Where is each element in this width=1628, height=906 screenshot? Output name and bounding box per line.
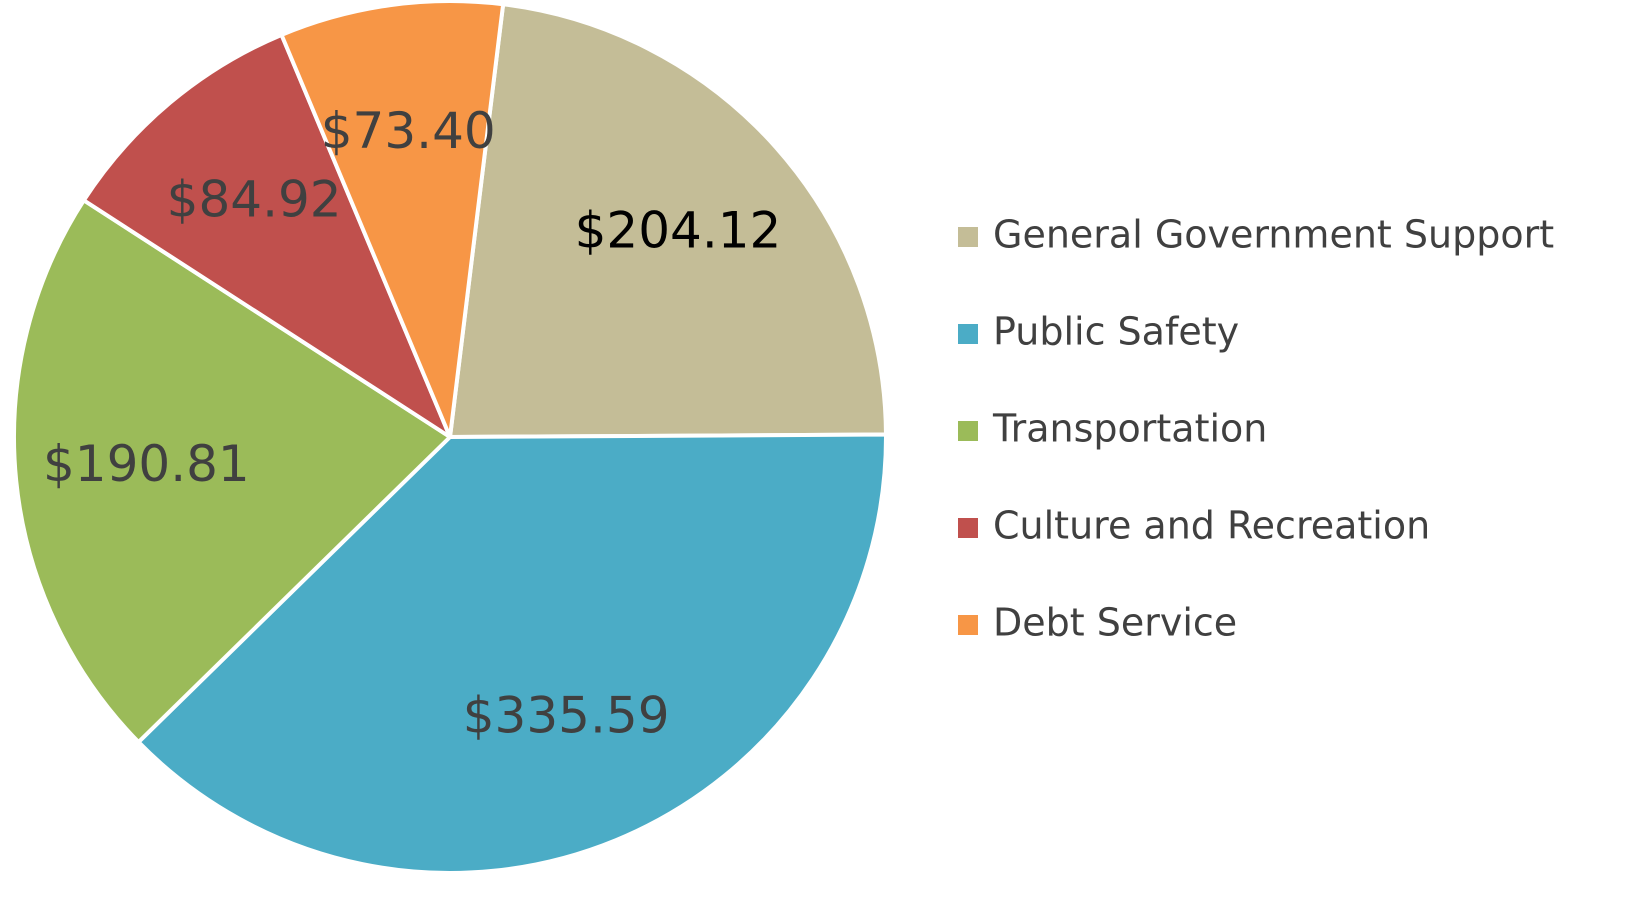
data-label: $190.81 bbox=[43, 435, 250, 493]
data-label: $335.59 bbox=[463, 687, 670, 745]
data-label: $73.40 bbox=[321, 102, 496, 160]
legend-label: Public Safety bbox=[993, 310, 1239, 354]
legend-swatch bbox=[958, 324, 978, 344]
pie-slice bbox=[81, 32, 452, 439]
data-label: $84.92 bbox=[167, 170, 342, 228]
data-label: $204.12 bbox=[575, 202, 782, 260]
legend-swatch bbox=[958, 518, 978, 538]
legend-label: Transportation bbox=[992, 407, 1267, 451]
legend-swatch bbox=[958, 227, 978, 247]
legend-label: Debt Service bbox=[993, 601, 1237, 645]
pie-slice bbox=[279, 0, 506, 439]
legend-label: Culture and Recreation bbox=[993, 504, 1430, 548]
pie-slice bbox=[12, 198, 452, 745]
legend-label: General Government Support bbox=[993, 213, 1554, 257]
legend-swatch bbox=[958, 615, 978, 635]
pie-slice bbox=[136, 432, 888, 875]
pie-slice bbox=[448, 2, 888, 439]
legend-swatch bbox=[958, 421, 978, 441]
